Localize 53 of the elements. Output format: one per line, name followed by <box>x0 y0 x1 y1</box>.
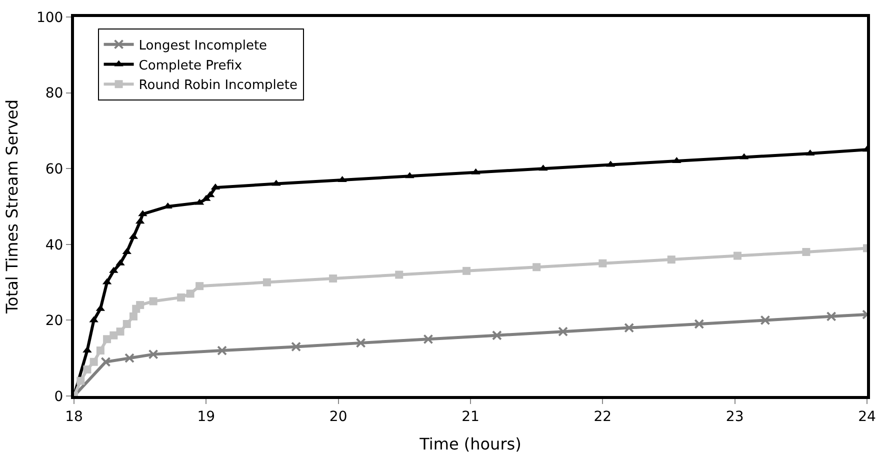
x-tick-label: 19 <box>197 408 216 425</box>
x-tick-label: 22 <box>594 408 612 425</box>
point <box>667 256 676 264</box>
point <box>423 334 434 344</box>
y-tick-label: 20 <box>45 313 64 330</box>
point <box>760 315 770 326</box>
y-tick-label: 40 <box>45 237 64 254</box>
point <box>100 356 111 367</box>
x-tick-label: 20 <box>329 408 348 425</box>
point <box>802 248 810 256</box>
point <box>826 311 836 322</box>
point <box>83 365 92 374</box>
y-tick-label: 60 <box>45 162 64 178</box>
point <box>329 274 338 283</box>
x-tick-label: 23 <box>726 408 744 425</box>
y-tick-label: 80 <box>45 86 64 102</box>
point <box>129 312 138 320</box>
point <box>262 278 271 286</box>
y-tick-label: 100 <box>36 10 64 26</box>
point <box>733 252 742 260</box>
point <box>291 342 302 352</box>
point <box>186 290 194 298</box>
point <box>395 270 404 279</box>
x-tick-label: 24 <box>858 408 876 425</box>
point <box>462 266 471 275</box>
x-tick-label: 18 <box>65 408 83 425</box>
point <box>598 259 607 268</box>
point <box>90 358 98 366</box>
point <box>124 353 135 364</box>
legend-label: Round Robin Incomplete <box>138 78 298 94</box>
point <box>148 349 158 360</box>
point <box>694 318 704 329</box>
y-tick-label: 0 <box>54 388 64 405</box>
x-axis-title: Time (hours) <box>418 434 522 454</box>
point <box>532 263 541 272</box>
point <box>96 346 104 355</box>
point <box>217 346 228 356</box>
point <box>122 320 131 328</box>
legend-label: Longest Incomplete <box>138 38 268 54</box>
point <box>196 282 204 290</box>
point <box>177 293 186 302</box>
point <box>76 376 85 385</box>
point <box>136 301 144 310</box>
x-tick-label: 21 <box>462 408 480 425</box>
point <box>558 326 568 337</box>
point <box>116 328 124 336</box>
point <box>624 322 634 333</box>
point <box>110 331 118 340</box>
point <box>356 338 366 348</box>
point <box>149 297 158 306</box>
point <box>492 330 502 340</box>
y-axis-title: Total Times Stream Served <box>2 99 22 315</box>
legend-label: Complete Prefix <box>138 58 242 74</box>
